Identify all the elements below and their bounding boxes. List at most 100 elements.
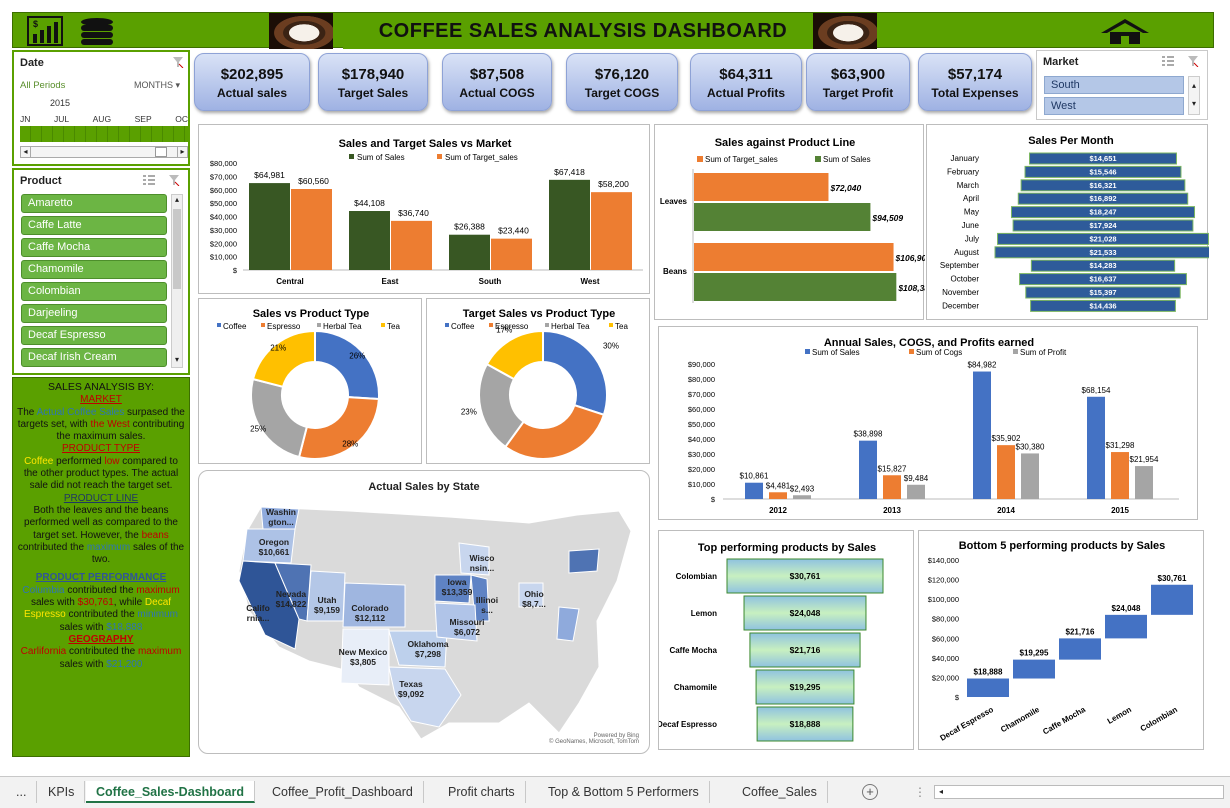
bar (1024, 165, 1182, 178)
legend-swatch (609, 323, 613, 327)
period-unit-select[interactable]: MONTHS ▾ (134, 80, 181, 90)
product-item-amaretto[interactable]: Amaretto (21, 194, 167, 213)
clear-filter-icon[interactable] (168, 174, 180, 186)
legend-label: Tea (615, 322, 628, 331)
product-item-chamomile[interactable]: Chamomile (21, 260, 167, 279)
bar (291, 189, 332, 270)
y-tick-label: November (942, 288, 979, 297)
top-performing-products-chart: Top performing products by Sales Colombia… (657, 542, 884, 742)
chart-title: Sales against Product Line (715, 137, 856, 149)
donut-slice (542, 329, 608, 417)
y-tick-label: $60,000 (688, 405, 715, 414)
timeline-scrollbar[interactable]: ◂ ▸ (20, 146, 188, 158)
data-label: $67,418 (554, 167, 585, 177)
tab-profit-charts[interactable]: Profit charts (438, 781, 526, 803)
y-tick-label: January (951, 154, 979, 163)
y-tick-label: $90,000 (688, 360, 715, 369)
bar (859, 440, 877, 499)
product-item-caffe-mocha[interactable]: Caffe Mocha (21, 238, 167, 257)
y-tick-label: $80,000 (688, 375, 715, 384)
chart-title: Annual Sales, COGS, and Profits earned (824, 337, 1034, 349)
home-icon[interactable] (1099, 17, 1151, 45)
sales-per-month-chart: Sales Per Month January $14,651 February $15… (940, 135, 1212, 312)
market-item-west[interactable]: West (1044, 97, 1184, 115)
kpi-actual-cogs: $87,508 Actual COGS (442, 53, 552, 111)
bar (1135, 466, 1153, 499)
x-tick-label: Central (276, 277, 304, 286)
bar (1059, 638, 1101, 660)
legend-swatch (381, 323, 385, 327)
scroll-right-icon[interactable]: ▸ (177, 147, 187, 157)
data-label: $108,386 (897, 283, 925, 293)
legend-swatch (489, 323, 493, 327)
data-label: $38,898 (854, 430, 883, 439)
legend-swatch (317, 323, 321, 327)
add-sheet-icon[interactable]: + (862, 784, 878, 800)
state-label-illinois: Illinoi s... (475, 595, 499, 615)
multi-select-icon[interactable] (1161, 55, 1175, 67)
chart-icon[interactable]: $ (27, 16, 63, 46)
x-tick-label: West (581, 277, 600, 286)
y-tick-label: Leaves (660, 197, 688, 206)
y-tick-label: $40,000 (210, 213, 237, 222)
sales-vs-market-chart: Sales and Target Sales vs Market Sum of S… (210, 138, 643, 286)
product-slicer: Product Amaretto Caffe Latte Caffe Mocha… (12, 168, 190, 375)
multi-select-icon[interactable] (142, 174, 156, 186)
timeline-bar[interactable] (20, 126, 188, 142)
annual-sales-cogs-profit-chart: Annual Sales, COGS, and Profits earnedSu… (688, 337, 1179, 515)
ptype-target-panel: Target Sales vs Product Type Coffee Espres… (426, 298, 650, 484)
bar (1151, 584, 1193, 615)
clear-filter-icon[interactable] (1187, 55, 1199, 67)
state-map-panel: Actual Sales by State Washin gton... Ore… (198, 470, 650, 754)
tab-coffee-sales[interactable]: Coffee_Sales (732, 781, 828, 803)
scroll-down-icon[interactable]: ▾ (174, 355, 179, 364)
data-label: $19,295 (790, 682, 821, 692)
y-tick-label: $10,000 (688, 480, 715, 489)
clear-filter-icon[interactable] (172, 56, 184, 68)
y-tick-label: Beans (663, 267, 688, 276)
product-item-decaf-irish-cream[interactable]: Decaf Irish Cream (21, 348, 167, 367)
product-scrollbar[interactable]: ▴ ▾ (171, 194, 183, 368)
market-item-south[interactable]: South (1044, 76, 1184, 94)
product-item-colombian[interactable]: Colombian (21, 282, 167, 301)
data-label: 25% (250, 425, 266, 434)
date-slicer-title: Date (20, 57, 44, 69)
product-item-darjeeling[interactable]: Darjeeling (21, 304, 167, 323)
database-icon[interactable] (79, 16, 115, 46)
kpi-target-profit: $63,900 Target Profit (806, 53, 910, 111)
scroll-thumb[interactable] (155, 147, 167, 157)
tab-top-bottom-performers[interactable]: Top & Bottom 5 Performers (538, 781, 710, 803)
tab-kpis[interactable]: KPIs (38, 781, 86, 803)
tab-coffee-profit-dashboard[interactable]: Coffee_Profit_Dashboard (262, 781, 424, 803)
horizontal-scrollbar[interactable]: ◂ (934, 785, 1224, 799)
donut-slice (250, 377, 309, 459)
data-label: $16,637 (1089, 275, 1116, 284)
scroll-thumb[interactable] (173, 209, 181, 289)
scroll-left-icon[interactable]: ◂ (938, 787, 943, 796)
market-scrollbar[interactable]: ▴ ▾ (1188, 76, 1200, 115)
data-label: $44,108 (354, 198, 385, 208)
bar (1012, 219, 1194, 232)
data-label: 17% (496, 326, 512, 335)
map-credit: Powered by Bing © GeoNames, Microsoft, To… (549, 733, 639, 745)
scroll-up-icon[interactable]: ▴ (174, 195, 179, 204)
product-item-caffe-latte[interactable]: Caffe Latte (21, 216, 167, 235)
y-tick-label: April (963, 194, 979, 203)
legend-label: Espresso (495, 322, 529, 331)
geography-heading: GEOGRAPHY (68, 633, 134, 645)
y-tick-label: $40,000 (688, 435, 715, 444)
bar (694, 243, 894, 271)
product-line-heading: PRODUCT LINE (63, 492, 139, 504)
scroll-left-icon[interactable]: ◂ (21, 147, 31, 157)
bar (1017, 192, 1189, 205)
data-label: $30,761 (790, 571, 821, 581)
tab-coffee-sales-dashboard[interactable]: Coffee_Sales-Dashboard (86, 781, 255, 803)
product-performance-heading: PRODUCT PERFORMANCE (35, 572, 167, 584)
bar (967, 678, 1009, 697)
usa-map[interactable] (199, 471, 651, 755)
y-tick-label: $20,000 (688, 465, 715, 474)
data-label: $26,388 (454, 222, 485, 232)
month-chart-panel: Sales Per Month January $14,651 February $15… (926, 124, 1212, 320)
product-item-decaf-espresso[interactable]: Decaf Espresso (21, 326, 167, 345)
tab-overflow[interactable]: ... (6, 781, 38, 803)
